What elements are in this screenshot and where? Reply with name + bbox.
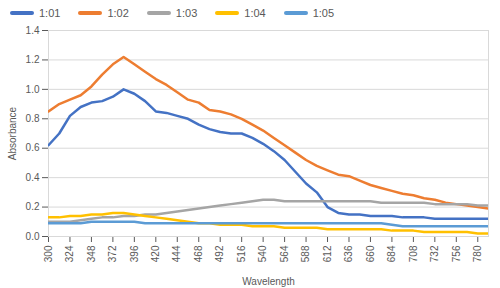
- svg-text:660: 660: [365, 245, 376, 262]
- svg-text:0.8: 0.8: [26, 113, 40, 124]
- html-text:1:02: 1:02: [107, 7, 129, 19]
- svg-text:1.2: 1.2: [26, 54, 40, 65]
- html-text:1:03: 1:03: [175, 7, 198, 19]
- svg-text:588: 588: [300, 245, 311, 262]
- html-text:1:05: 1:05: [312, 7, 335, 19]
- svg-text:372: 372: [107, 245, 118, 262]
- svg-text:0.6: 0.6: [26, 142, 40, 153]
- svg-text:444: 444: [171, 245, 182, 262]
- svg-text:348: 348: [86, 245, 97, 262]
- svg-text:612: 612: [322, 245, 333, 262]
- svg-text:636: 636: [343, 245, 354, 262]
- svg-text:708: 708: [408, 245, 419, 262]
- svg-text:396: 396: [129, 245, 140, 262]
- svg-text:Absorbance: Absorbance: [7, 106, 18, 160]
- svg-text:732: 732: [429, 245, 440, 262]
- svg-text:Wavelength: Wavelength: [242, 276, 294, 287]
- svg-text:756: 756: [451, 245, 462, 262]
- svg-text:516: 516: [236, 245, 247, 262]
- svg-text:1.0: 1.0: [26, 84, 40, 95]
- html-text:1:04: 1:04: [244, 7, 266, 19]
- svg-text:0.4: 0.4: [26, 172, 40, 183]
- svg-text:1.4: 1.4: [26, 25, 40, 36]
- svg-text:0.0: 0.0: [26, 231, 40, 242]
- svg-text:300: 300: [43, 245, 54, 262]
- svg-text:684: 684: [386, 245, 397, 262]
- html-text:1:01: 1:01: [39, 7, 61, 19]
- svg-text:492: 492: [214, 245, 225, 262]
- svg-text:780: 780: [472, 245, 483, 262]
- svg-text:468: 468: [193, 245, 204, 262]
- svg-text:0.2: 0.2: [26, 201, 40, 212]
- svg-text:540: 540: [257, 245, 268, 262]
- svg-text:324: 324: [64, 245, 75, 262]
- svg-text:564: 564: [279, 245, 290, 262]
- svg-text:420: 420: [150, 245, 161, 262]
